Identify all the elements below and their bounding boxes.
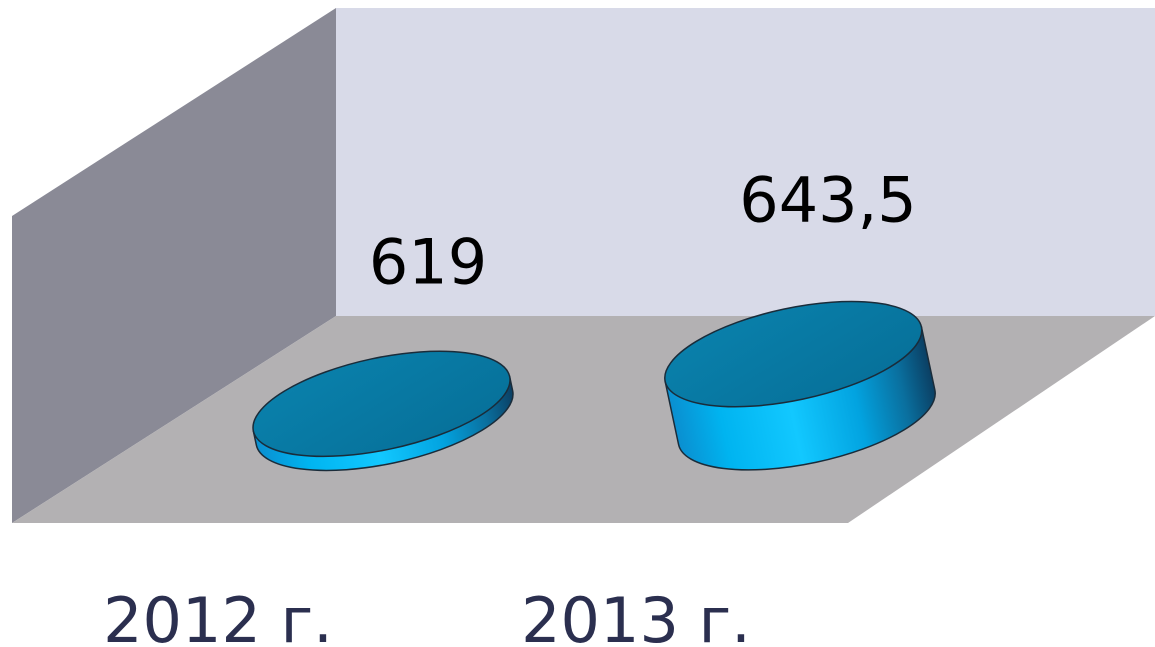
bar-top: [664, 300, 923, 408]
back-wall: [336, 8, 1155, 316]
bar-top: [252, 350, 511, 458]
bar-2: [664, 300, 936, 471]
side-wall: [12, 8, 336, 523]
value-label-2: 643,5: [739, 163, 917, 236]
category-label-1: 2012 г.: [103, 584, 333, 647]
bar-1: [252, 350, 514, 472]
category-label-2: 2013 г.: [521, 584, 751, 647]
value-label-1: 619: [369, 226, 487, 299]
